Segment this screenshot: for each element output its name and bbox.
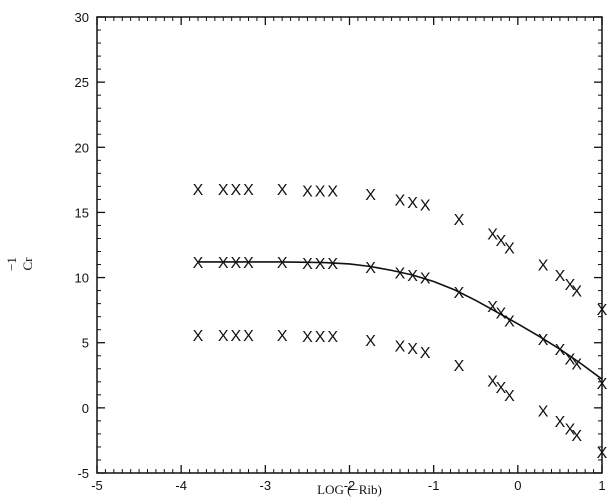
y-axis-label: −1 Cr bbox=[4, 257, 35, 271]
data-point: X bbox=[407, 195, 418, 212]
data-point: X bbox=[395, 192, 406, 209]
data-point: X bbox=[496, 306, 507, 323]
data-point: X bbox=[420, 271, 431, 288]
data-point: X bbox=[231, 182, 242, 199]
data-point: X bbox=[454, 285, 465, 302]
data-point: X bbox=[302, 329, 313, 346]
data-point: X bbox=[277, 255, 288, 272]
data-point: X bbox=[302, 183, 313, 200]
data-point: X bbox=[597, 376, 608, 393]
y-axis-label-main: Cr bbox=[20, 257, 35, 271]
data-point: X bbox=[496, 233, 507, 250]
x-tick-label: 0 bbox=[514, 478, 521, 493]
fit-line bbox=[198, 261, 603, 380]
data-point: X bbox=[407, 341, 418, 358]
y-tick-label: 20 bbox=[75, 140, 89, 155]
data-point: X bbox=[243, 182, 254, 199]
data-point: X bbox=[193, 182, 204, 199]
data-point: X bbox=[407, 268, 418, 285]
data-point: X bbox=[597, 445, 608, 462]
data-point: X bbox=[571, 357, 582, 374]
data-point: X bbox=[538, 332, 549, 349]
data-point: X bbox=[193, 255, 204, 272]
data-point: X bbox=[365, 187, 376, 204]
data-point: X bbox=[597, 302, 608, 319]
plot-frame bbox=[96, 16, 603, 474]
data-point: X bbox=[218, 328, 229, 345]
data-point: X bbox=[555, 342, 566, 359]
data-point: X bbox=[565, 277, 576, 294]
data-point: X bbox=[315, 183, 326, 200]
data-point: X bbox=[420, 198, 431, 215]
data-point: X bbox=[302, 256, 313, 273]
data-point: X bbox=[395, 338, 406, 355]
x-tick-label: -5 bbox=[91, 478, 103, 493]
data-point: X bbox=[565, 422, 576, 439]
data-point: X bbox=[487, 299, 498, 316]
data-point: X bbox=[454, 212, 465, 229]
data-point: X bbox=[315, 329, 326, 346]
data-point: X bbox=[504, 388, 515, 405]
data-point: X bbox=[327, 329, 338, 346]
data-point: X bbox=[327, 256, 338, 273]
x-tick-label: -1 bbox=[428, 478, 440, 493]
y-tick-label: 30 bbox=[75, 10, 89, 25]
data-point: X bbox=[365, 260, 376, 277]
tick-labels: -5 -4 -3 -2 -1 0 1 -5 0 5 10 15 20 25 30 bbox=[75, 10, 606, 493]
y-tick-label: 25 bbox=[75, 75, 89, 90]
data-point: X bbox=[504, 314, 515, 331]
data-point: X bbox=[504, 241, 515, 258]
data-point: X bbox=[538, 403, 549, 420]
data-point: X bbox=[277, 328, 288, 345]
data-point: X bbox=[315, 256, 326, 273]
y-tick-label: 5 bbox=[82, 336, 89, 351]
y-tick-label: 10 bbox=[75, 271, 89, 286]
x-axis-label: LOG (−Rib) bbox=[317, 482, 382, 497]
data-point: X bbox=[218, 182, 229, 199]
data-point: X bbox=[555, 268, 566, 285]
data-point: X bbox=[454, 358, 465, 375]
data-point: X bbox=[231, 255, 242, 272]
data-point: X bbox=[243, 255, 254, 272]
data-point: X bbox=[193, 328, 204, 345]
data-point: X bbox=[487, 373, 498, 390]
data-point: X bbox=[555, 414, 566, 431]
y-tick-label: -5 bbox=[77, 466, 89, 481]
data-point: X bbox=[218, 255, 229, 272]
data-point: X bbox=[565, 351, 576, 368]
y-tick-label: 15 bbox=[75, 205, 89, 220]
data-point: X bbox=[571, 284, 582, 301]
data-point: X bbox=[571, 428, 582, 445]
data-point: X bbox=[487, 226, 498, 243]
x-tick-label: 1 bbox=[598, 478, 605, 493]
x-tick-label: -2 bbox=[344, 478, 356, 493]
axis-ticks bbox=[96, 16, 603, 474]
data-point: X bbox=[243, 328, 254, 345]
data-point: X bbox=[365, 333, 376, 350]
data-point: X bbox=[395, 265, 406, 282]
data-point: X bbox=[538, 258, 549, 275]
data-point: X bbox=[231, 328, 242, 345]
data-point: X bbox=[327, 183, 338, 200]
y-tick-label: 0 bbox=[82, 401, 89, 416]
y-axis-label-exponent: −1 bbox=[4, 257, 19, 271]
x-tick-label: -3 bbox=[260, 478, 272, 493]
data-point: X bbox=[277, 182, 288, 199]
data-point: X bbox=[420, 345, 431, 362]
data-point: X bbox=[496, 380, 507, 397]
x-tick-label: -4 bbox=[175, 478, 187, 493]
